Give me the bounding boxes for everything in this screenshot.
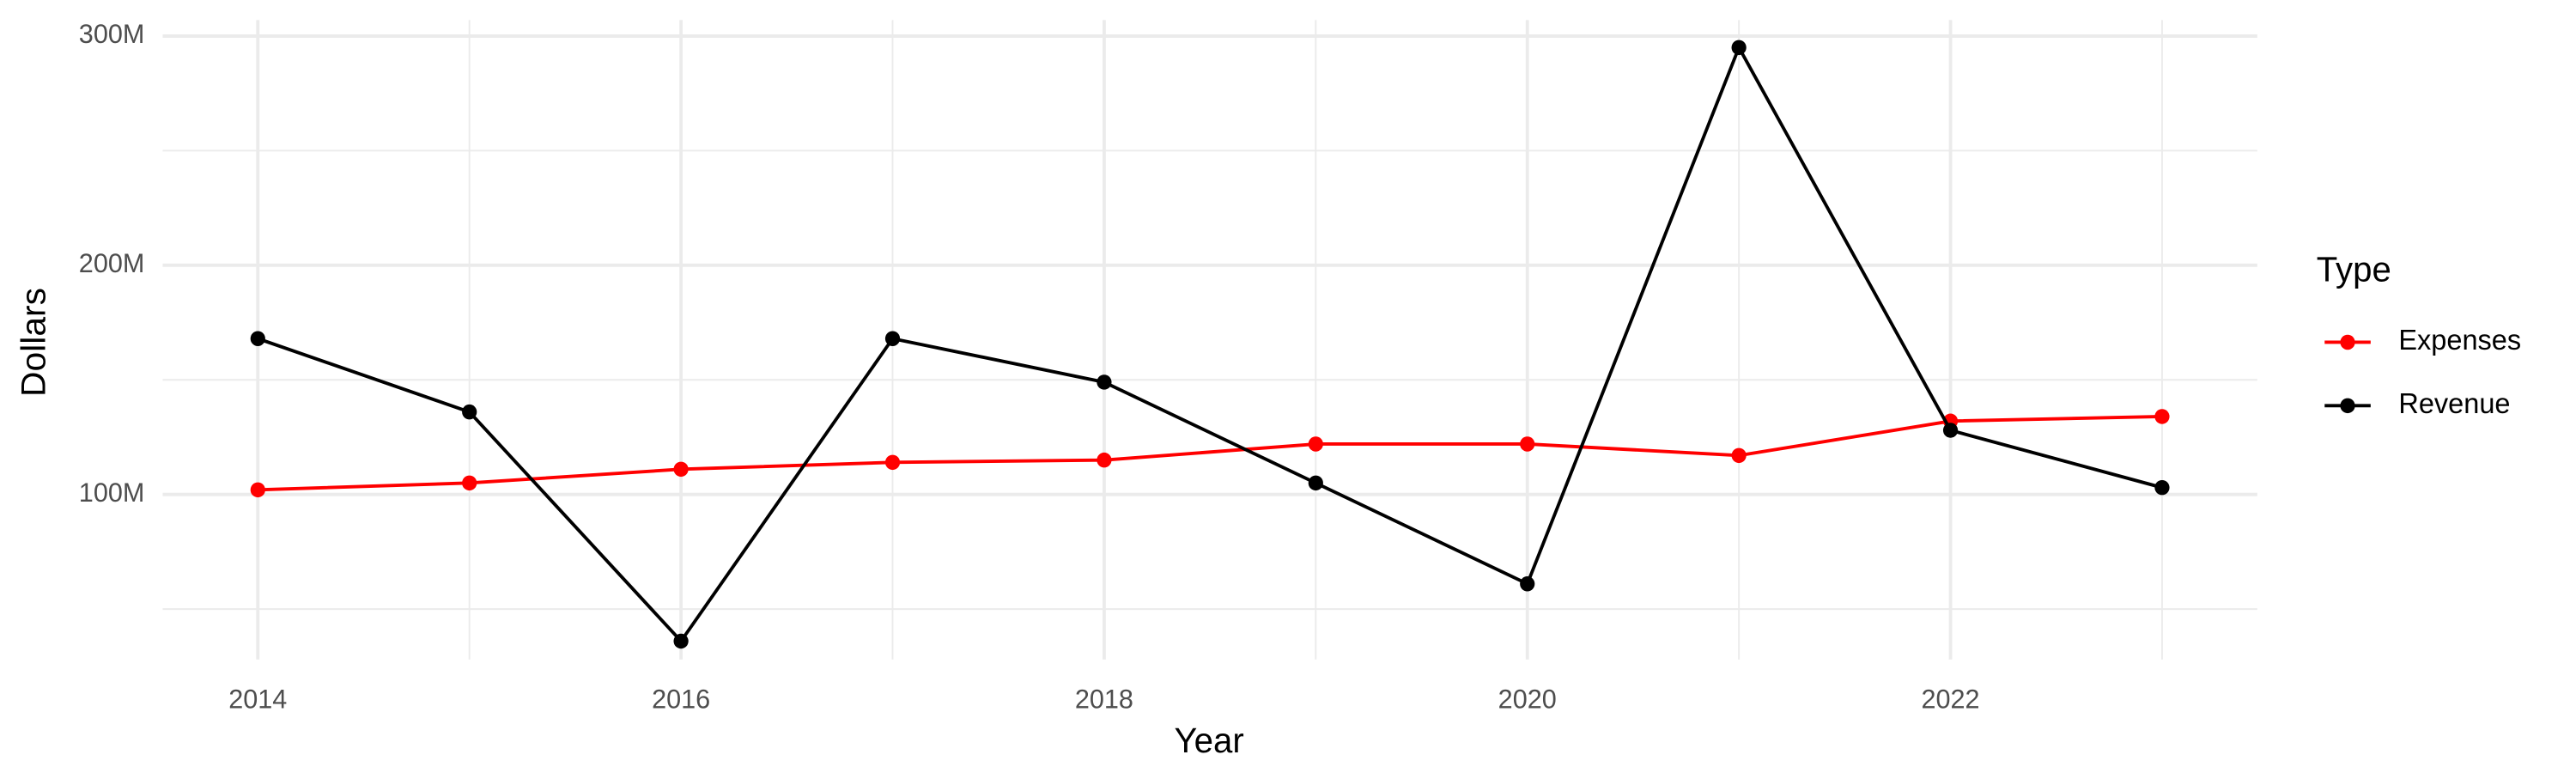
- data-point: [462, 475, 477, 491]
- data-point: [884, 331, 901, 346]
- data-point: [1097, 374, 1112, 390]
- grid: [162, 20, 2257, 660]
- series-line: [257, 43, 2163, 644]
- y-tick-label: 200M: [79, 248, 145, 278]
- data-point: [2154, 479, 2170, 496]
- legend-key-point: [2340, 334, 2355, 350]
- x-tick-label: 2016: [652, 684, 710, 714]
- legend-label: Expenses: [2398, 324, 2521, 356]
- data-point: [250, 331, 265, 346]
- data-point: [673, 461, 689, 478]
- data-point: [1942, 423, 1959, 438]
- x-tick-label: 2014: [228, 684, 287, 714]
- data-point: [1520, 436, 1535, 452]
- data-point: [1731, 40, 1747, 56]
- x-tick-label: 2022: [1921, 684, 1979, 714]
- data-point: [673, 633, 689, 649]
- x-tick-label: 2018: [1075, 684, 1133, 714]
- data-point: [1308, 436, 1323, 452]
- x-tick-label: 2020: [1498, 684, 1557, 714]
- data-point: [462, 404, 477, 420]
- data-point: [1097, 452, 1112, 468]
- y-tick-label: 300M: [79, 19, 145, 49]
- y-tick-label: 100M: [79, 478, 145, 508]
- data-point: [884, 454, 901, 471]
- legend-label: Revenue: [2398, 387, 2510, 419]
- data-point: [1520, 576, 1535, 592]
- series-line: [258, 415, 2162, 492]
- x-axis-title: Year: [1175, 721, 1244, 760]
- y-axis-title: Dollars: [14, 288, 53, 397]
- legend-key-point: [2340, 398, 2355, 414]
- data-point: [2154, 409, 2170, 424]
- legend-title: Type: [2317, 249, 2391, 289]
- data-point: [250, 482, 265, 498]
- data-point: [1731, 447, 1747, 464]
- data-point: [1308, 475, 1323, 491]
